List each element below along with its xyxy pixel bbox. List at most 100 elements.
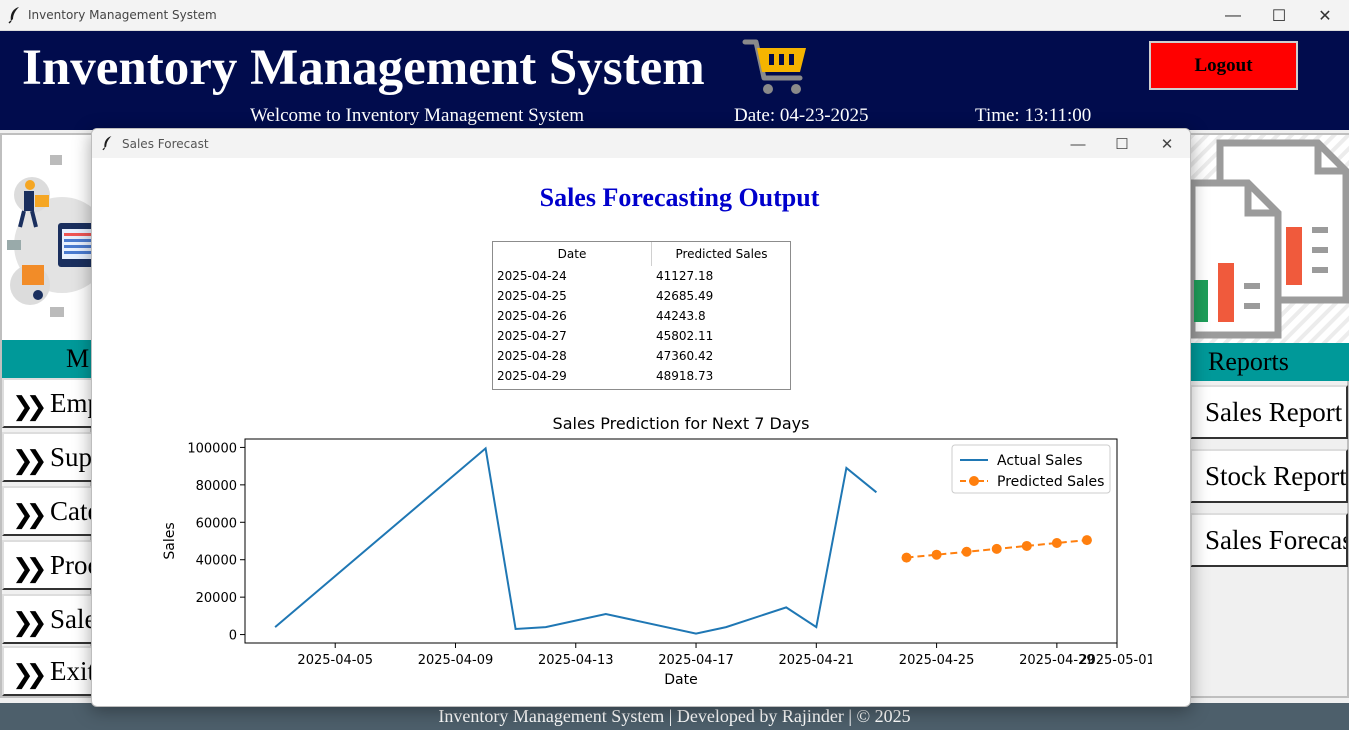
cell-predicted-sales: 41127.18 [656,269,714,283]
left-menu-panel: M ❯❯ Emp ❯❯ Supp ❯❯ Cate ❯❯ Proc ❯❯ Sale… [0,133,110,698]
sales-forecast-button[interactable]: Sales Forecas [1190,513,1348,567]
y-tick-label: 0 [229,629,237,644]
window-title: Inventory Management System [28,8,217,22]
predicted-sales-point [961,546,972,557]
cell-date: 2025-04-24 [497,269,567,283]
menu-button-exit[interactable]: ❯❯ Exit [2,646,94,696]
inventory-illustration [2,135,110,340]
app-title: Inventory Management System [22,40,705,96]
sales-forecast-window: Sales Forecast — ☐ ✕ Sales Forecasting O… [91,128,1191,707]
cell-date: 2025-04-26 [497,309,567,323]
column-header-date[interactable]: Date [493,242,652,266]
footer: Inventory Management System | Developed … [0,703,1349,730]
menu-button-products[interactable]: ❯❯ Proc [2,540,94,590]
chart-plot-area [244,438,1118,644]
legend-label: Predicted Sales [997,474,1104,490]
table-row[interactable]: 2025-04-27 45802.11 [493,326,790,346]
predicted-sales-point [1051,538,1062,549]
cell-date: 2025-04-25 [497,289,567,303]
x-tick-label: 2025-04-17 [658,653,734,668]
predicted-sales-point [931,549,942,560]
x-tick-label: 2025-04-13 [538,653,614,668]
legend-label: Actual Sales [997,453,1083,469]
table-row[interactable]: 2025-04-29 48918.73 [493,366,790,386]
predicted-sales-point [1081,535,1092,546]
popup-minimize-button[interactable]: — [1070,135,1086,153]
popup-title-bar: Sales Forecast — ☐ ✕ [92,129,1190,158]
logout-button[interactable]: Logout [1149,41,1298,90]
table-row[interactable]: 2025-04-28 47360.42 [493,346,790,366]
y-tick-label: 60000 [196,516,237,531]
x-tick-label: 2025-04-21 [779,653,855,668]
menu-button-label: Emp [50,388,92,418]
report-button-label: Stock Report [1205,461,1347,491]
main-title-bar: Inventory Management System — ☐ ✕ [0,0,1349,31]
double-chevron-icon: ❯❯ [12,554,47,584]
column-header-predicted-sales[interactable]: Predicted Sales [675,247,768,261]
minimize-button[interactable]: — [1225,7,1241,24]
menu-button-label: Cate [50,496,92,526]
report-button-label: Sales Forecas [1205,525,1348,555]
cell-predicted-sales: 45802.11 [656,329,714,343]
report-document-icon [1190,135,1349,343]
predicted-sales-point [901,552,912,563]
date-label: Date: 04-23-2025 [734,105,869,126]
double-chevron-icon: ❯❯ [12,446,47,476]
popup-close-button[interactable]: ✕ [1160,136,1174,153]
cell-predicted-sales: 44243.8 [656,309,706,323]
double-chevron-icon: ❯❯ [12,608,47,638]
forecast-heading: Sales Forecasting Output [539,183,820,212]
welcome-text: Welcome to Inventory Management System [250,105,585,126]
menu-button-label: Proc [50,550,92,580]
x-tick-label: 2025-04-25 [899,653,975,668]
popup-maximize-button[interactable]: ☐ [1115,136,1129,153]
sales-prediction-chart: Sales Prediction for Next 7 Days 0 20000 40… [162,414,1152,688]
cell-predicted-sales: 42685.49 [656,289,714,303]
x-tick-label: 2025-05-01 [1079,653,1152,668]
close-button[interactable]: ✕ [1318,8,1332,25]
table-row[interactable]: 2025-04-26 44243.8 [493,306,790,326]
stock-report-button[interactable]: Stock Report [1190,449,1348,503]
popup-title: Sales Forecast [122,137,209,151]
x-tick-label: 2025-04-09 [418,653,494,668]
predicted-sales-point [1021,540,1032,551]
chart-legend [951,444,1111,494]
menu-button-sales[interactable]: ❯❯ Sale [2,594,94,644]
cell-date: 2025-04-27 [497,329,567,343]
menu-button-label: Sale [50,604,94,634]
chart-title: Sales Prediction for Next 7 Days [553,414,810,433]
x-axis-label: Date [664,672,697,688]
double-chevron-icon: ❯❯ [12,392,47,422]
time-label: Time: 13:11:00 [975,105,1092,126]
y-tick-label: 100000 [187,441,237,456]
reports-heading: Reports [1190,343,1349,381]
menu-button-employee[interactable]: ❯❯ Emp [2,378,94,428]
double-chevron-icon: ❯❯ [12,500,47,530]
y-tick-label: 80000 [196,479,237,494]
table-row[interactable]: 2025-04-24 41127.18 [493,266,790,286]
cell-predicted-sales: 48918.73 [656,369,714,383]
menu-button-category[interactable]: ❯❯ Cate [2,486,94,536]
menu-button-supplier[interactable]: ❯❯ Supp [2,432,94,482]
feather-icon [102,136,112,151]
cell-date: 2025-04-29 [497,369,567,383]
cell-date: 2025-04-28 [497,349,567,363]
predicted-sales-point [991,543,1002,554]
cell-predicted-sales: 47360.42 [656,349,714,363]
y-tick-label: 20000 [196,591,237,606]
y-tick-label: 40000 [196,554,237,569]
sales-report-button[interactable]: Sales Report [1190,385,1348,439]
forecast-table: Date Predicted Sales 2025-04-24 41127.18… [492,241,791,390]
legend-marker [969,476,979,486]
feather-icon [8,7,19,24]
shopping-cart-icon [742,39,806,94]
table-row[interactable]: 2025-04-25 42685.49 [493,286,790,306]
x-tick-label: 2025-04-05 [297,653,373,668]
menu-button-label: Supp [50,442,93,472]
x-tick-label: 2025-04-29 [1019,653,1095,668]
double-chevron-icon: ❯❯ [12,660,47,690]
report-button-label: Sales Report [1205,397,1343,427]
y-axis-label: Sales [162,522,178,559]
maximize-button[interactable]: ☐ [1271,8,1287,25]
menu-heading: M [2,340,94,378]
